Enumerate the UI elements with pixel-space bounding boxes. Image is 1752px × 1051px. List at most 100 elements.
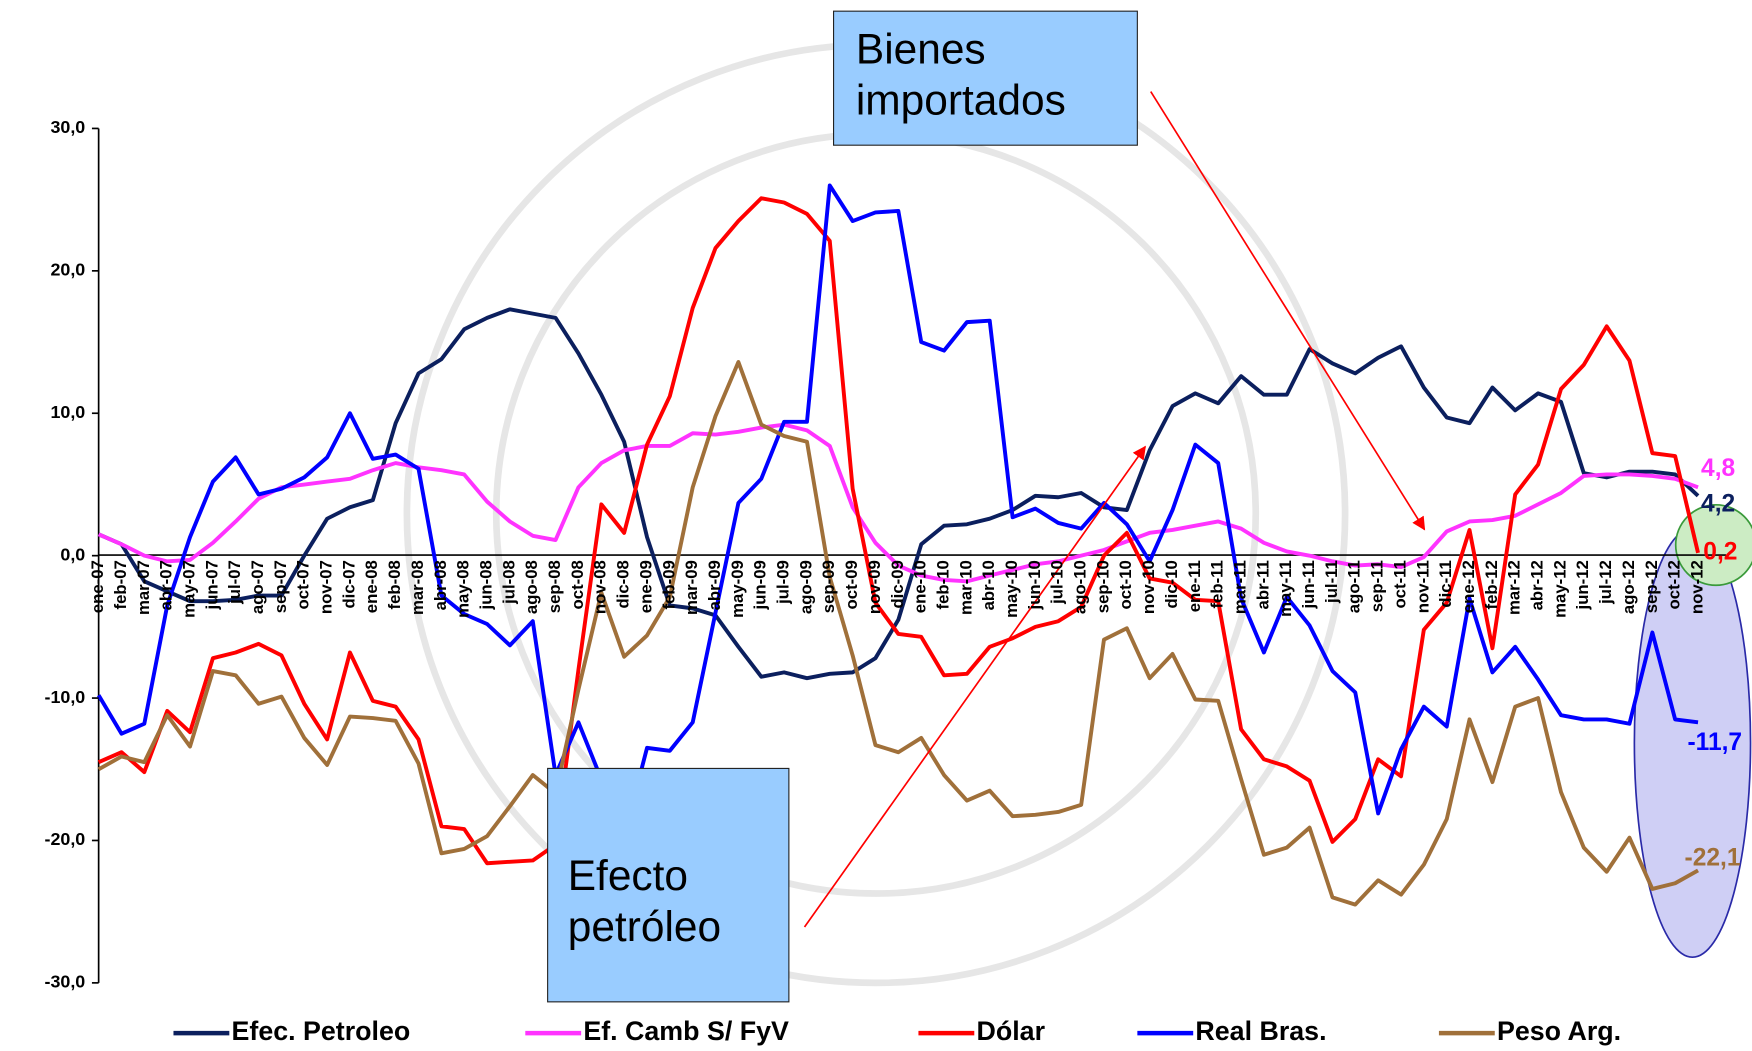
data-label: 4,2 (1701, 490, 1735, 517)
x-tick-label: abr-10 (979, 560, 998, 610)
x-tick-label: may-12 (1550, 560, 1569, 618)
x-tick-label: jul-12 (1596, 560, 1615, 605)
x-tick-label: abr-11 (1253, 560, 1272, 609)
x-tick-label: abr-08 (431, 560, 450, 610)
x-tick-label: feb-12 (1482, 560, 1501, 609)
annotation: Bienes importados (856, 26, 1066, 124)
x-tick-label: sep-12 (1642, 560, 1661, 613)
x-tick-label: ago-11 (1345, 560, 1364, 613)
x-tick-label: ene-08 (362, 560, 381, 613)
x-tick-label: feb-08 (385, 560, 404, 609)
y-tick-label: 20,0 (50, 260, 85, 280)
x-tick-label: oct-12 (1665, 560, 1684, 609)
x-tick-label: jun-09 (751, 560, 770, 610)
x-tick-label: ene-10 (911, 560, 930, 613)
y-tick-label: 0,0 (60, 544, 85, 564)
x-tick-label: jul-08 (499, 560, 518, 605)
x-tick-label: sep-08 (545, 560, 564, 613)
x-tick-label: nov-09 (865, 560, 884, 614)
y-tick-label: -30,0 (45, 972, 86, 992)
x-tick-label: ene-07 (88, 560, 107, 613)
x-tick-label: abr-07 (157, 560, 176, 610)
legend-label: Peso Arg. (1497, 1016, 1621, 1046)
x-tick-label: ago-12 (1619, 560, 1638, 614)
x-tick-label: ene-12 (1459, 560, 1478, 613)
x-tick-label: nov-08 (591, 560, 610, 614)
x-tick-label: sep-10 (1093, 560, 1112, 613)
x-tick-label: sep-11 (1368, 560, 1387, 612)
x-tick-label: mar-07 (134, 560, 153, 615)
x-tick-label: oct-08 (568, 560, 587, 609)
x-tick-label: may-07 (179, 560, 198, 618)
highlight-circle (1674, 504, 1752, 587)
x-tick-label: may-08 (454, 560, 473, 618)
x-tick-label: mar-09 (682, 560, 701, 615)
x-tick-label: feb-07 (111, 560, 130, 609)
x-tick-label: abr-12 (1528, 560, 1547, 610)
x-tick-label: dic-11 (1436, 560, 1455, 608)
x-tick-label: mar-10 (956, 560, 975, 615)
x-tick-label: mar-11 (1230, 560, 1249, 614)
x-tick-label: dic-09 (888, 560, 907, 608)
x-tick-label: mar-12 (1505, 560, 1524, 615)
arrow (1150, 91, 1426, 531)
y-tick-label: 10,0 (50, 402, 85, 422)
x-tick-label: nov-12 (1687, 560, 1706, 614)
x-tick-label: may-11 (1276, 560, 1295, 617)
x-tick-label: feb-10 (933, 560, 952, 609)
legend-label: Dólar (977, 1016, 1046, 1046)
x-tick-label: ene-11 (1185, 560, 1204, 612)
x-tick-label: jun-11 (1299, 560, 1318, 609)
x-tick-label: oct-11 (1390, 560, 1409, 608)
x-tick-label: jul-10 (1048, 560, 1067, 605)
x-tick-label: dic-10 (1162, 560, 1181, 608)
data-label: 0,2 (1703, 538, 1737, 565)
x-tick-label: dic-07 (339, 560, 358, 608)
x-tick-label: sep-09 (819, 560, 838, 613)
x-tick-label: oct-10 (1116, 560, 1135, 609)
series-line (97, 360, 1699, 907)
x-tick-label: may-09 (728, 560, 747, 618)
x-tick-label: oct-09 (842, 560, 861, 609)
x-tick-label: nov-11 (1413, 560, 1432, 613)
x-tick-label: jun-08 (476, 560, 495, 610)
x-tick-label: jul-11 (1322, 560, 1341, 604)
annotation-box (832, 10, 1138, 146)
series-line (97, 307, 1700, 681)
x-tick-label: feb-09 (659, 560, 678, 609)
arrow (803, 445, 1146, 928)
series-line (97, 422, 1699, 584)
x-tick-label: oct-07 (294, 560, 313, 609)
x-tick-label: jun-12 (1573, 560, 1592, 610)
data-label: -11,7 (1687, 729, 1742, 756)
annotation: Efecto petróleo (568, 852, 721, 950)
x-tick-label: jun-07 (202, 560, 221, 610)
x-tick-label: ago-09 (796, 560, 815, 614)
x-tick-label: jul-09 (774, 560, 793, 605)
y-tick-label: -20,0 (45, 829, 86, 849)
x-tick-label: nov-07 (317, 560, 336, 614)
x-tick-label: ene-09 (636, 560, 655, 613)
x-tick-label: feb-11 (1208, 560, 1227, 608)
x-tick-label: dic-08 (614, 560, 633, 608)
x-tick-label: may-10 (1002, 560, 1021, 618)
series-line (97, 196, 1700, 866)
x-tick-label: sep-07 (271, 560, 290, 613)
y-tick-label: 30,0 (50, 117, 85, 137)
plot (96, 183, 1700, 907)
data-label: 4,8 (1701, 455, 1735, 482)
legend-label: Efec. Petroleo (232, 1016, 411, 1046)
x-tick-label: ago-08 (522, 560, 541, 614)
data-label: -22,1 (1685, 845, 1741, 872)
series-line (96, 183, 1699, 839)
x-tick-label: abr-09 (705, 560, 724, 610)
x-tick-label: mar-08 (408, 560, 427, 615)
x-tick-label: jun-10 (1025, 560, 1044, 610)
legend-label: Real Bras. (1195, 1016, 1326, 1046)
x-tick-label: jul-07 (225, 560, 244, 605)
annotation-box (547, 767, 790, 1003)
y-tick-label: -10,0 (45, 687, 86, 707)
x-tick-label: ago-10 (1071, 560, 1090, 614)
x-tick-label: ago-07 (248, 560, 267, 614)
